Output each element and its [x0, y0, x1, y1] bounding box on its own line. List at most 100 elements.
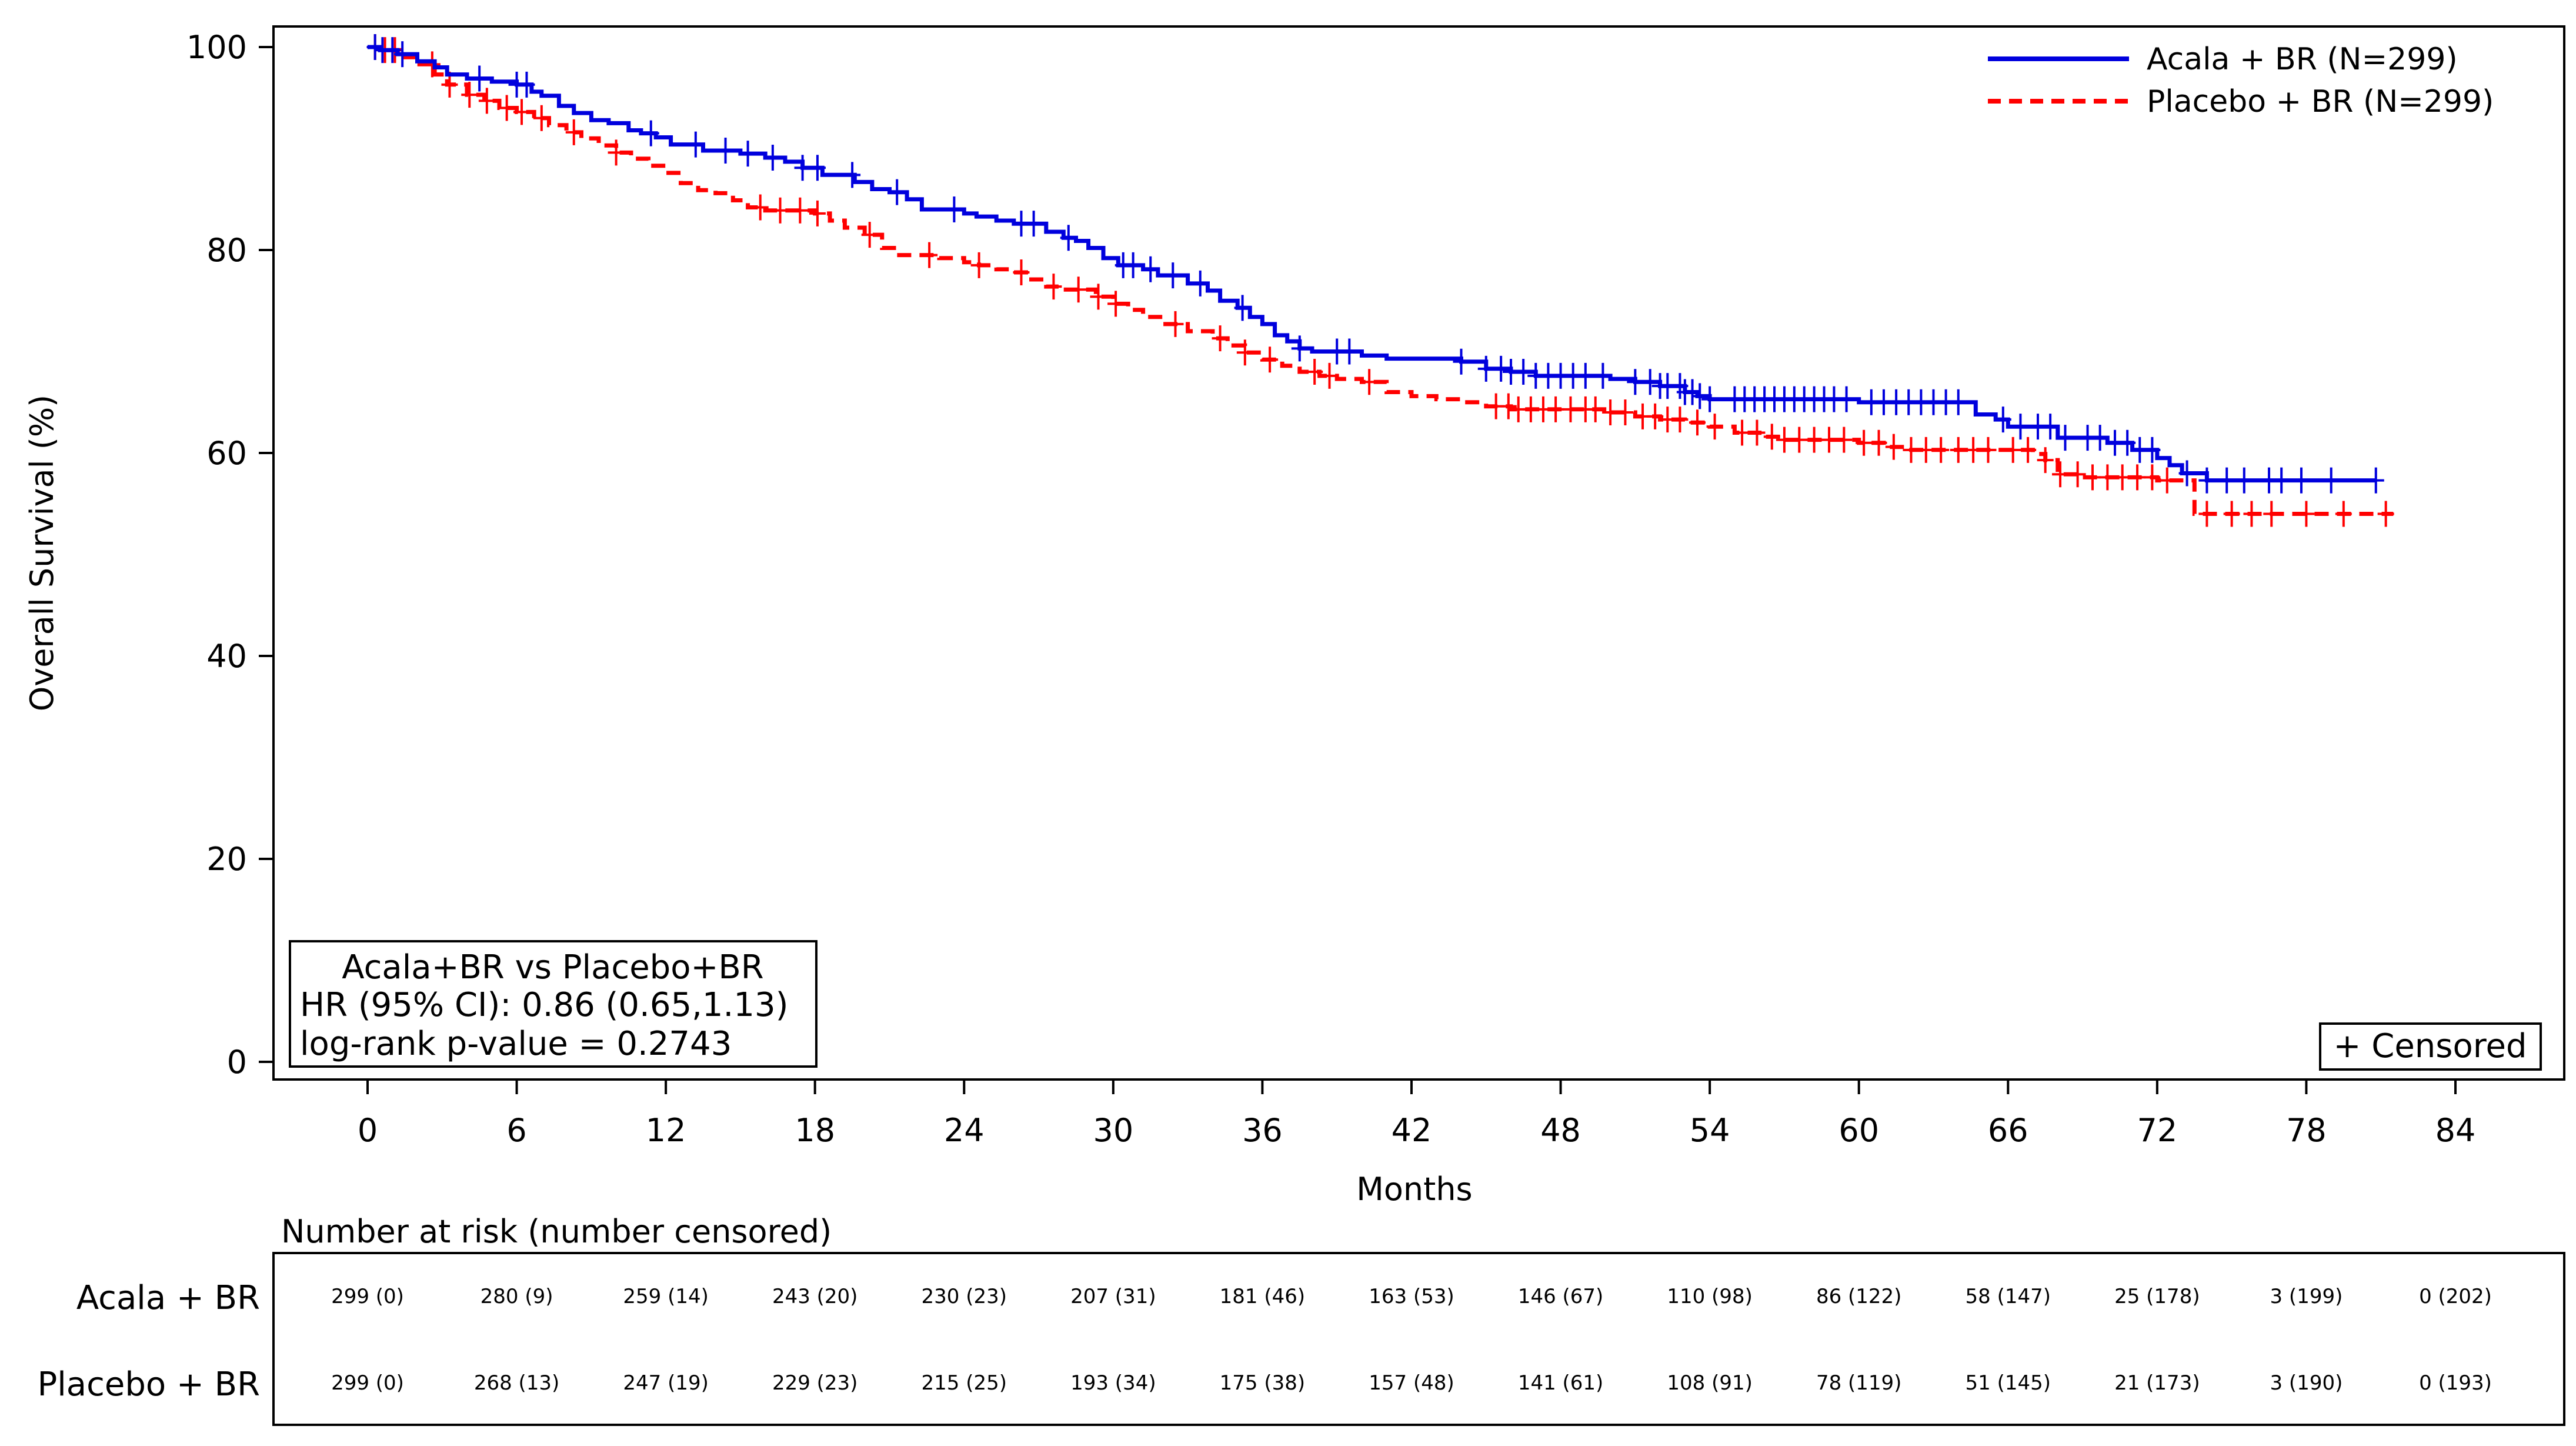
censor-mark-acala	[2042, 414, 2059, 440]
censor-mark-acala	[642, 120, 659, 146]
x-axis: 0 6 12 18 24 30 36 42 48 54 60 66 72 78 84	[358, 1079, 2475, 1149]
censor-mark-placebo	[2129, 464, 2146, 491]
censor-mark-placebo	[1856, 429, 1873, 456]
y-tick-label: 80	[206, 232, 247, 269]
risk-cell: 0 (202)	[2419, 1285, 2492, 1308]
legend-label-placebo: Placebo + BR (N=299)	[2147, 84, 2494, 119]
censor-mark-placebo	[1885, 434, 1902, 460]
y-tick-label: 40	[206, 638, 247, 675]
plot-frame	[272, 25, 2565, 1081]
censor-mark-placebo	[970, 252, 987, 278]
y-axis: 0 20 40 60 80 100	[186, 29, 273, 1081]
y-axis-label: Overall Survival (%)	[24, 395, 61, 711]
censor-mark-acala	[1493, 355, 1510, 382]
risk-cell: 3 (199)	[2270, 1285, 2343, 1308]
censor-mark-placebo	[1090, 284, 1107, 310]
censor-mark-placebo	[1917, 437, 1934, 463]
censor-mark-acala	[1125, 252, 1142, 278]
censor-mark-acala	[2144, 437, 2161, 463]
y-tick-label: 100	[186, 29, 247, 66]
censor-mark-acala	[384, 37, 401, 64]
censor-mark-placebo	[1587, 396, 1604, 422]
risk-cell: 78 (119)	[1816, 1371, 1902, 1395]
censor-mark-placebo	[2144, 464, 2161, 491]
censor-mark-acala	[794, 155, 811, 181]
risk-table-frame	[272, 1252, 2565, 1426]
censor-mark-placebo	[2037, 447, 2054, 474]
censor-mark-acala	[1577, 362, 1594, 389]
censor-mark-placebo	[1734, 419, 1751, 446]
censor-mark-acala	[809, 155, 826, 181]
risk-row-label-placebo: Placebo + BR	[37, 1365, 260, 1404]
censor-mark-acala	[1594, 362, 1611, 389]
censor-mark-placebo	[1262, 346, 1279, 373]
censor-mark-placebo	[1212, 325, 1229, 352]
risk-cell: 175 (38)	[1220, 1371, 1306, 1395]
censor-mark-acala	[1701, 386, 1719, 412]
censor-mark-placebo	[752, 194, 769, 221]
censor-mark-placebo	[1617, 399, 1634, 425]
censor-mark-placebo	[2263, 501, 2280, 527]
censor-mark-placebo	[1806, 427, 1823, 453]
censor-mark-placebo	[2198, 501, 2215, 527]
censor-mark-acala	[1477, 355, 1494, 382]
risk-cell: 299 (0)	[331, 1371, 404, 1395]
censor-mark-placebo	[1562, 396, 1579, 422]
censor-mark-placebo	[1836, 427, 1853, 453]
censor-mark-acala	[2293, 467, 2310, 494]
censor-mark-placebo	[2084, 464, 2101, 491]
censor-mark-placebo	[1500, 393, 1517, 419]
censor-mark-acala	[1684, 379, 1701, 405]
x-tick-label: 66	[1988, 1112, 2028, 1149]
risk-cell: 247 (19)	[623, 1371, 709, 1395]
censor-mark-placebo	[2004, 437, 2021, 463]
risk-cell: 110 (98)	[1667, 1285, 1753, 1308]
censor-mark-placebo	[608, 139, 625, 166]
y-tick-label: 0	[227, 1044, 247, 1081]
censor-mark-acala	[2091, 425, 2108, 451]
censor-mark-placebo	[1647, 403, 1664, 429]
censor-mark-placebo	[1903, 437, 1920, 463]
risk-cell: 108 (91)	[1667, 1371, 1753, 1395]
censor-mark-acala	[394, 41, 411, 68]
risk-cell: 58 (147)	[1966, 1285, 2051, 1308]
censor-mark-placebo	[565, 119, 582, 145]
x-tick-label: 30	[1093, 1112, 1133, 1149]
censor-mark-acala	[1060, 225, 1077, 251]
stats-p: log-rank p-value = 0.2743	[300, 1025, 732, 1063]
censor-mark-placebo	[1236, 339, 1253, 366]
censor-mark-placebo	[1706, 414, 1723, 440]
risk-cell: 21 (173)	[2114, 1371, 2200, 1395]
censor-mark-placebo	[1045, 274, 1062, 300]
risk-row-label-acala: Acala + BR	[76, 1279, 260, 1317]
series-line-placebo	[368, 45, 2394, 516]
censor-mark-acala	[1142, 256, 1159, 282]
censor-mark-acala	[946, 196, 963, 222]
censor-mark-placebo	[423, 51, 441, 78]
risk-cell: 0 (193)	[2419, 1371, 2492, 1395]
censor-mark-acala	[2178, 460, 2195, 487]
censor-mark-acala	[687, 131, 704, 158]
censor-mark-acala	[2323, 467, 2340, 494]
censor-mark-placebo	[2052, 461, 2069, 488]
x-tick-label: 6	[506, 1112, 526, 1149]
censor-mark-placebo	[2099, 464, 2116, 491]
censor-mark-placebo	[1791, 427, 1808, 453]
x-tick-label: 42	[1392, 1112, 1432, 1149]
censor-mark-placebo	[809, 200, 826, 226]
censor-mark-acala	[1627, 369, 1644, 395]
risk-cell: 25 (178)	[2114, 1285, 2200, 1308]
risk-cell: 163 (53)	[1369, 1285, 1454, 1308]
censor-mark-placebo	[2069, 461, 2086, 488]
censor-mark-placebo	[861, 222, 878, 248]
censor-mark-acala	[1950, 389, 1967, 415]
censor-mark-placebo	[1950, 437, 1967, 463]
censor-mark-placebo	[1870, 429, 1887, 456]
x-tick-label: 48	[1540, 1112, 1581, 1149]
censor-mark-placebo	[1776, 427, 1793, 453]
x-tick-label: 60	[1838, 1112, 1879, 1149]
risk-cell: 215 (25)	[922, 1371, 1007, 1395]
risk-cell: 3 (190)	[2270, 1371, 2343, 1395]
risk-cell: 230 (23)	[922, 1285, 1007, 1308]
